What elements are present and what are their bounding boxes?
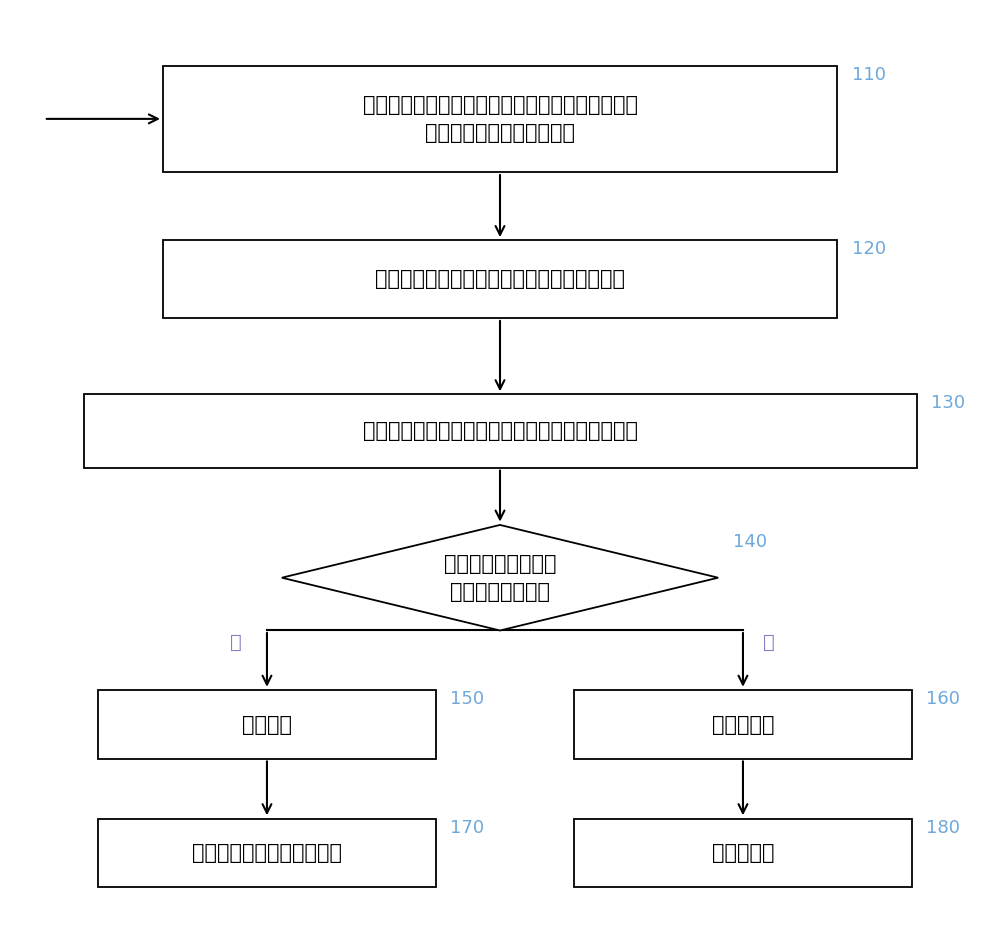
Text: 对所述传感器信号进行处理以产生传感器参数: 对所述传感器信号进行处理以产生传感器参数 <box>375 269 625 290</box>
FancyBboxPatch shape <box>98 690 436 759</box>
FancyBboxPatch shape <box>98 819 436 887</box>
Text: 180: 180 <box>926 819 960 836</box>
Text: 判断不合格: 判断不合格 <box>712 715 774 734</box>
Text: 130: 130 <box>931 394 966 412</box>
Text: 提示不合格: 提示不合格 <box>712 843 774 863</box>
Text: 使得安装在车辆的轮毂上的目标轮相对于轮速传感
器旋转，以产生传感器信号: 使得安装在车辆的轮毂上的目标轮相对于轮速传感 器旋转，以产生传感器信号 <box>363 94 638 143</box>
Text: 150: 150 <box>450 690 485 708</box>
Text: 110: 110 <box>852 66 886 84</box>
FancyBboxPatch shape <box>574 819 912 887</box>
FancyBboxPatch shape <box>574 690 912 759</box>
Text: 170: 170 <box>450 819 485 836</box>
Text: 传感器参数是否均在
标准参数范围内？: 传感器参数是否均在 标准参数范围内？ <box>444 554 556 602</box>
Text: 存储传感器参数和测试结果: 存储传感器参数和测试结果 <box>192 843 342 863</box>
Text: 120: 120 <box>852 241 886 258</box>
FancyBboxPatch shape <box>163 241 837 319</box>
Text: 将所述传感器参数与预设的标准参数范围进行比较: 将所述传感器参数与预设的标准参数范围进行比较 <box>363 421 638 441</box>
Text: 160: 160 <box>926 690 960 708</box>
Polygon shape <box>282 525 718 631</box>
Text: 否: 否 <box>763 632 775 652</box>
FancyBboxPatch shape <box>163 66 837 171</box>
Text: 是: 是 <box>230 632 242 652</box>
FancyBboxPatch shape <box>84 394 916 468</box>
Text: 判断合格: 判断合格 <box>242 715 292 734</box>
Text: 140: 140 <box>733 533 767 551</box>
